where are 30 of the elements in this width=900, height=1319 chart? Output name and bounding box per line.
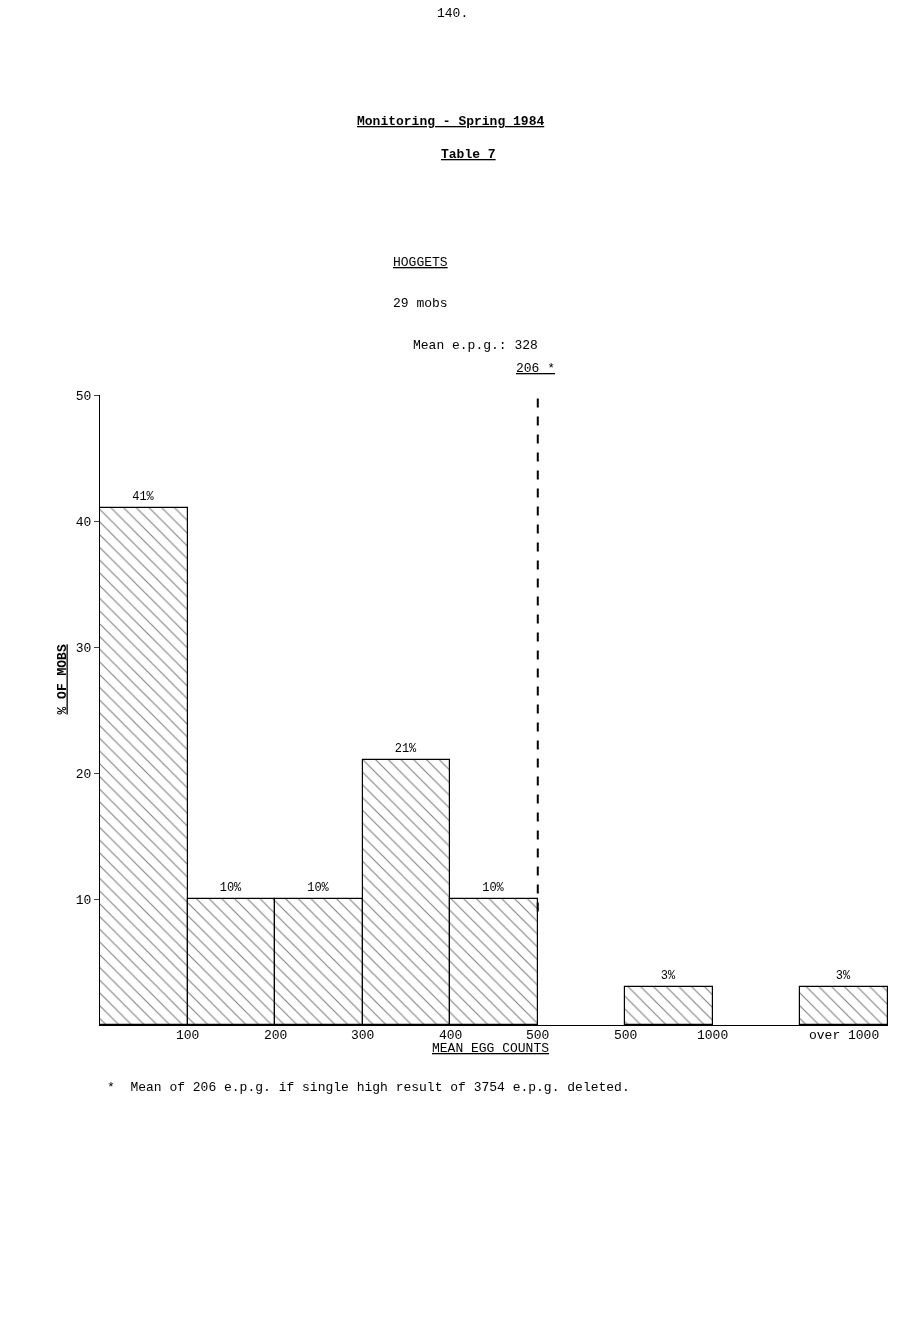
text: 500 [526, 1028, 550, 1043]
data-label: 21% [394, 742, 418, 757]
data-label: 10% [307, 881, 330, 896]
text: * Mean of 206 e.p.g. if single high result of 3754 e.p.g. deleted. [107, 1080, 630, 1095]
data-label: 10% [219, 881, 243, 896]
text: 200 [264, 1028, 288, 1043]
text: 206 * [516, 361, 556, 376]
text: 100 [176, 1028, 200, 1043]
chart-title: Monitoring - Spring 1984 [357, 114, 545, 129]
y-tick-label: 10 [75, 892, 92, 908]
text: 300 [351, 1028, 375, 1043]
text: 140. [437, 6, 469, 21]
y-tick-label: 50 [75, 388, 92, 404]
data-label: 3% [660, 969, 676, 984]
text: 400 [439, 1028, 463, 1043]
text: HOGGETS [393, 255, 448, 270]
text: 29 mobs [393, 296, 448, 311]
y-tick-label: 30 [75, 640, 92, 656]
y-tick-label: 40 [75, 514, 92, 530]
y-tick-label: 20 [75, 766, 92, 782]
y-axis-title: % OF MOBS [54, 644, 70, 715]
text: over 1000 [809, 1028, 880, 1043]
text: 1000 [697, 1028, 729, 1043]
text: Mean e.p.g.: 328 [413, 338, 538, 353]
data-label: 10% [482, 881, 505, 896]
text: 500 [614, 1028, 638, 1043]
chart-subtitle: Table 7 [441, 147, 496, 162]
x-axis-title: MEAN EGG COUNTS [432, 1041, 550, 1056]
data-label: 41% [132, 490, 155, 505]
data-label: 3% [835, 969, 851, 984]
